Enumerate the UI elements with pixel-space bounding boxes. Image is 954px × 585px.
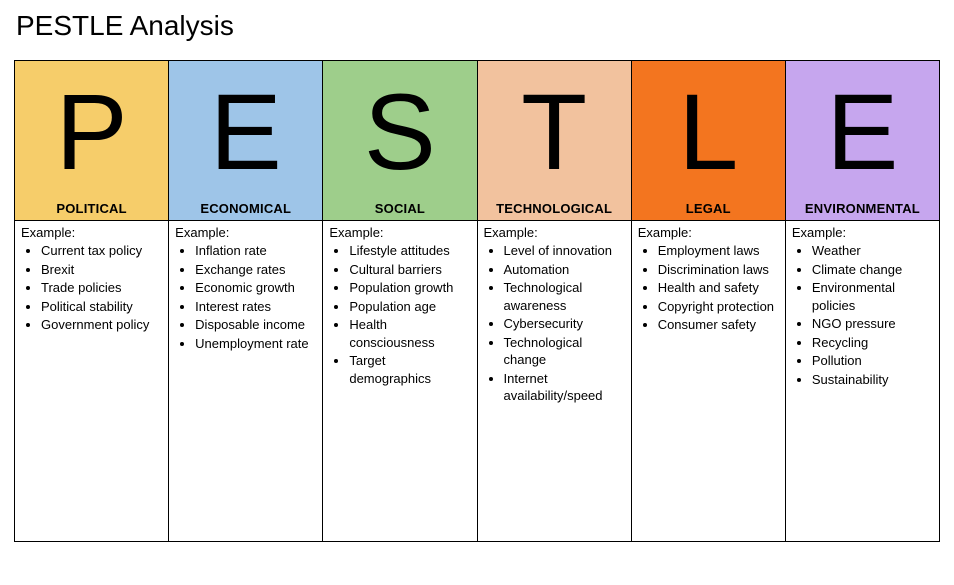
example-label: Example: (21, 225, 162, 240)
example-label: Example: (792, 225, 933, 240)
column-body: Example:Level of innovationAutomationTec… (478, 221, 631, 541)
list-item: Internet availability/speed (504, 370, 625, 405)
list-item: Level of innovation (504, 242, 625, 260)
column-letter: T (482, 67, 627, 197)
list-item: Cybersecurity (504, 315, 625, 333)
list-item: Copyright protection (658, 298, 779, 316)
example-label: Example: (329, 225, 470, 240)
example-label: Example: (638, 225, 779, 240)
list-item: Pollution (812, 352, 933, 370)
column-name: POLITICAL (19, 201, 164, 216)
list-item: Interest rates (195, 298, 316, 316)
list-item: Brexit (41, 261, 162, 279)
example-label: Example: (175, 225, 316, 240)
column-header: P POLITICAL (15, 61, 168, 221)
column-header: E ENVIRONMENTAL (786, 61, 939, 221)
column-letter: E (790, 67, 935, 197)
list-item: Economic growth (195, 279, 316, 297)
column-name: ECONOMICAL (173, 201, 318, 216)
column-body: Example: Lifestyle attitudesCultural barr… (323, 221, 476, 541)
list-item: Cultural barriers (349, 261, 470, 279)
list-item: Lifestyle attitudes (349, 242, 470, 260)
column-name: ENVIRONMENTAL (790, 201, 935, 216)
pestle-table: P POLITICAL Example: Current tax policyBrex… (14, 60, 940, 542)
list-item: Technological change (504, 334, 625, 369)
column-letter: S (327, 67, 472, 197)
list-item: NGO pressure (812, 315, 933, 333)
pestle-column: L LEGAL Example: Employment lawsDiscriminat… (632, 61, 786, 541)
list-item: Weather (812, 242, 933, 260)
pestle-column: S SOCIAL Example: Lifestyle attitudesCultur… (323, 61, 477, 541)
list-item: Population age (349, 298, 470, 316)
column-body: Example: Employment lawsDiscrimination la… (632, 221, 785, 541)
column-header: E ECONOMICAL (169, 61, 322, 221)
list-item: Population growth (349, 279, 470, 297)
example-label: Example: (484, 225, 625, 240)
list-item: Government policy (41, 316, 162, 334)
column-header: S SOCIAL (323, 61, 476, 221)
list-item: Consumer safety (658, 316, 779, 334)
list-item: Trade policies (41, 279, 162, 297)
pestle-column: E ENVIRONMENTAL Example: WeatherClimate cha… (786, 61, 939, 541)
list-item: Exchange rates (195, 261, 316, 279)
list-item: Health and safety (658, 279, 779, 297)
column-header: L LEGAL (632, 61, 785, 221)
list-item: Automation (504, 261, 625, 279)
list-item: Current tax policy (41, 242, 162, 260)
example-list: Inflation rateExchange ratesEconomic gro… (175, 242, 316, 352)
example-list: WeatherClimate changeEnvironmental polic… (792, 242, 933, 388)
list-item: Technological awareness (504, 279, 625, 314)
list-item: Health consciousness (349, 316, 470, 351)
list-item: Climate change (812, 261, 933, 279)
list-item: Sustainability (812, 371, 933, 389)
list-item: Disposable income (195, 316, 316, 334)
column-name: LEGAL (636, 201, 781, 216)
list-item: Political stability (41, 298, 162, 316)
list-item: Target demographics (349, 352, 470, 387)
column-body: Example: Inflation rateExchange ratesEcon… (169, 221, 322, 541)
column-name: SOCIAL (327, 201, 472, 216)
column-letter: L (636, 67, 781, 197)
pestle-column: T TECHNOLOGICAL Example: Level of innovatio… (478, 61, 632, 541)
list-item: Environmental policies (812, 279, 933, 314)
example-list: Employment lawsDiscrimination lawsHealth… (638, 242, 779, 334)
column-header: T TECHNOLOGICAL (478, 61, 631, 221)
list-item: Employment laws (658, 242, 779, 260)
example-list: Lifestyle attitudesCultural barriersPopu… (329, 242, 470, 387)
column-letter: E (173, 67, 318, 197)
column-body: Example: WeatherClimate changeEnvironment… (786, 221, 939, 541)
page-title: PESTLE Analysis (16, 10, 940, 42)
pestle-column: P POLITICAL Example: Current tax policyBrex… (15, 61, 169, 541)
column-name: TECHNOLOGICAL (482, 201, 627, 216)
list-item: Recycling (812, 334, 933, 352)
example-list: Level of innovationAutomationTechnologic… (484, 242, 625, 405)
list-item: Unemployment rate (195, 335, 316, 353)
list-item: Inflation rate (195, 242, 316, 260)
list-item: Discrimination laws (658, 261, 779, 279)
example-list: Current tax policyBrexitTrade policiesPo… (21, 242, 162, 334)
column-body: Example: Current tax policyBrexitTrade po… (15, 221, 168, 541)
column-letter: P (19, 67, 164, 197)
pestle-column: E ECONOMICAL Example: Inflation rateExchang… (169, 61, 323, 541)
